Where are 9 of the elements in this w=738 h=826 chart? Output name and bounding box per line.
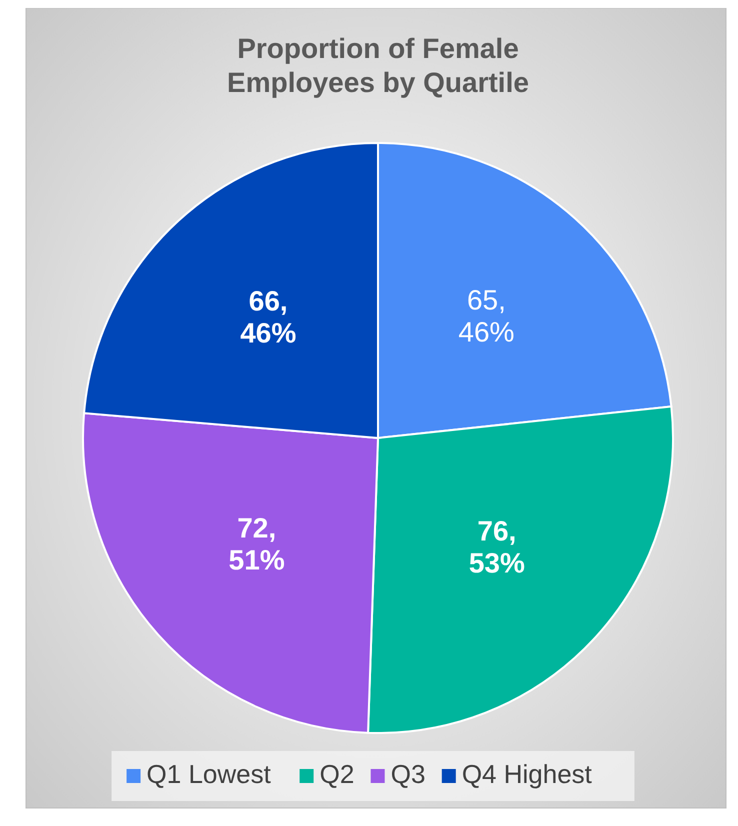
legend-label: Q1 Lowest [146,758,272,789]
legend-label: Q4 Highest [462,758,593,789]
data-label: 66, 46% [240,286,296,349]
data-label: 72, 51% [228,513,285,576]
slice-label: Q2 [320,758,354,789]
data-label: 65, 46% [458,284,514,348]
data-label: 76, 53% [468,516,525,579]
chart-title: Proportion of Female Employees by Quartile [227,33,529,98]
legend-label: Q3 [390,758,426,789]
